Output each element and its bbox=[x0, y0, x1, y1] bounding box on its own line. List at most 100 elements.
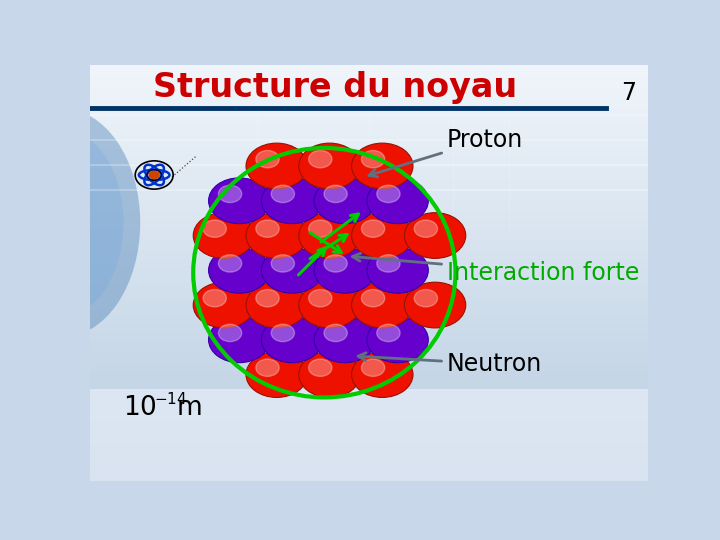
Bar bbox=[90, 314, 648, 316]
Circle shape bbox=[218, 324, 242, 342]
Bar bbox=[90, 389, 648, 391]
Circle shape bbox=[314, 317, 376, 363]
Bar bbox=[90, 129, 648, 131]
Bar bbox=[90, 190, 648, 192]
Bar bbox=[90, 244, 648, 246]
Text: Interaction forte: Interaction forte bbox=[353, 253, 639, 285]
Circle shape bbox=[314, 247, 376, 293]
Bar bbox=[90, 273, 648, 275]
Circle shape bbox=[271, 324, 294, 342]
Circle shape bbox=[367, 178, 428, 224]
Bar bbox=[90, 375, 648, 377]
Bar bbox=[90, 266, 648, 268]
Bar bbox=[90, 117, 648, 119]
Bar bbox=[90, 439, 648, 441]
Bar bbox=[90, 406, 648, 408]
Bar bbox=[90, 171, 648, 173]
Circle shape bbox=[367, 247, 428, 293]
Bar bbox=[90, 158, 648, 160]
Bar bbox=[90, 87, 648, 90]
Circle shape bbox=[361, 289, 384, 307]
Bar bbox=[90, 308, 648, 310]
Bar bbox=[90, 185, 648, 187]
Circle shape bbox=[324, 255, 347, 272]
Bar bbox=[90, 92, 648, 94]
Circle shape bbox=[351, 213, 413, 259]
Circle shape bbox=[261, 317, 323, 363]
Bar bbox=[90, 90, 648, 92]
Circle shape bbox=[414, 220, 438, 238]
Bar bbox=[90, 395, 648, 397]
Bar bbox=[90, 179, 648, 181]
Bar bbox=[90, 96, 648, 98]
Bar bbox=[90, 208, 648, 210]
Text: 7: 7 bbox=[621, 80, 636, 105]
Circle shape bbox=[193, 282, 255, 328]
Bar bbox=[90, 256, 648, 258]
Bar bbox=[90, 416, 648, 418]
Bar bbox=[90, 165, 648, 167]
Bar bbox=[90, 210, 648, 212]
Bar bbox=[90, 262, 648, 265]
Bar bbox=[90, 67, 648, 69]
Circle shape bbox=[377, 324, 400, 342]
Bar bbox=[90, 331, 648, 333]
Bar bbox=[90, 327, 648, 329]
Bar bbox=[90, 187, 648, 190]
Bar bbox=[90, 173, 648, 175]
Bar bbox=[90, 397, 648, 400]
Bar bbox=[90, 447, 648, 449]
Bar bbox=[90, 133, 648, 136]
Bar bbox=[90, 198, 648, 200]
Bar bbox=[90, 204, 648, 206]
Bar bbox=[90, 231, 648, 233]
Bar bbox=[90, 202, 648, 204]
Bar bbox=[90, 100, 648, 102]
Bar bbox=[90, 200, 648, 202]
Bar bbox=[90, 73, 648, 75]
Circle shape bbox=[256, 289, 279, 307]
Circle shape bbox=[405, 282, 466, 328]
Ellipse shape bbox=[0, 109, 140, 337]
Circle shape bbox=[377, 185, 400, 202]
Bar bbox=[90, 306, 648, 308]
Bar bbox=[90, 343, 648, 346]
Bar bbox=[90, 238, 648, 239]
Bar bbox=[90, 476, 648, 478]
Bar bbox=[90, 98, 648, 100]
Text: Neutron: Neutron bbox=[358, 352, 542, 376]
Bar bbox=[90, 123, 648, 125]
Bar bbox=[90, 400, 648, 402]
Bar bbox=[90, 144, 648, 146]
Bar bbox=[90, 292, 648, 294]
Bar bbox=[90, 295, 648, 298]
Bar bbox=[90, 217, 648, 219]
Circle shape bbox=[361, 220, 384, 238]
Bar bbox=[90, 420, 648, 422]
Bar bbox=[90, 163, 648, 165]
Circle shape bbox=[299, 213, 360, 259]
Bar bbox=[90, 113, 648, 114]
Circle shape bbox=[209, 247, 270, 293]
Bar bbox=[90, 148, 648, 150]
Circle shape bbox=[261, 247, 323, 293]
Bar bbox=[90, 181, 648, 183]
Circle shape bbox=[405, 213, 466, 259]
Circle shape bbox=[299, 352, 360, 397]
Bar bbox=[90, 252, 648, 254]
Bar bbox=[90, 358, 648, 360]
Bar bbox=[90, 219, 648, 221]
Bar bbox=[90, 381, 648, 383]
Bar bbox=[90, 156, 648, 158]
Text: $10$: $10$ bbox=[124, 395, 157, 421]
Bar bbox=[90, 410, 648, 412]
Circle shape bbox=[261, 178, 323, 224]
Circle shape bbox=[256, 151, 279, 168]
Bar bbox=[90, 283, 648, 285]
Bar bbox=[90, 254, 648, 256]
Bar bbox=[90, 298, 648, 300]
Bar bbox=[90, 150, 648, 152]
Bar bbox=[90, 464, 648, 466]
Ellipse shape bbox=[1, 129, 124, 316]
Circle shape bbox=[351, 282, 413, 328]
